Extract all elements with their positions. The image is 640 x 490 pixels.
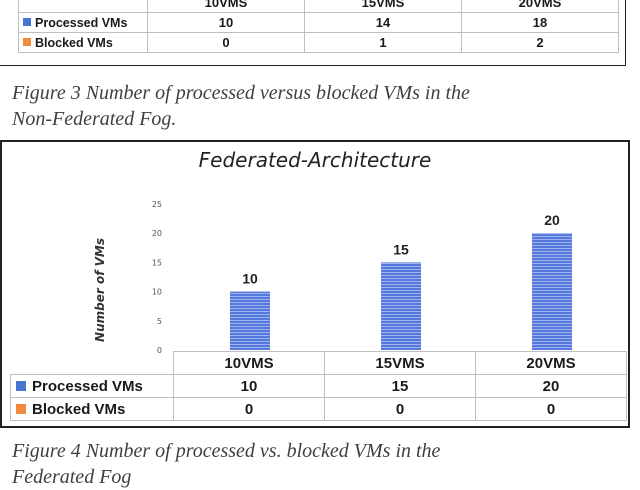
processed-legend-key: [16, 380, 26, 391]
table-header-row: 10VMS 15VMS 20VMS: [18, 0, 619, 13]
figure-4-caption: Figure 4 Number of processed vs. blocked…: [12, 438, 440, 490]
caption-line: Federated Fog: [12, 466, 132, 488]
column-header: 10VMS: [173, 351, 325, 375]
figure-3-chart-frame: [0, 0, 626, 66]
row-label: Processed VMs: [32, 377, 143, 395]
row-label: Processed VMs: [35, 15, 128, 30]
caption-line: Figure 3 Number of processed versus bloc…: [12, 82, 470, 104]
y-tick-label: 20: [152, 229, 162, 238]
y-tick-label: 0: [157, 346, 162, 355]
chart-title: Federated-Architecture: [198, 148, 432, 172]
table-cell: 2: [461, 32, 619, 53]
table-row: Processed VMs 10 15 20: [10, 374, 627, 398]
caption-line: Figure 4 Number of processed vs. blocked…: [12, 440, 441, 462]
bar-data-label: 15: [393, 241, 409, 257]
caption-line: Non-Federated Fog.: [12, 108, 177, 130]
bar-processed-15vms: [381, 262, 421, 350]
table-cell: 20: [475, 374, 627, 398]
table-cell: 0: [147, 32, 305, 53]
y-tick-label: 10: [152, 288, 162, 297]
y-tick-label: 25: [152, 200, 162, 209]
y-tick-label: 5: [157, 317, 162, 326]
table-cell: 1: [304, 32, 462, 53]
row-label: Blocked VMs: [35, 35, 113, 50]
figure-3-data-table: 10VMS 15VMS 20VMS Processed VMs 10 14 18…: [18, 0, 619, 53]
y-tick-label: 15: [152, 258, 162, 267]
bar-processed-10vms: [230, 291, 270, 350]
column-header: 20VMS: [475, 351, 627, 375]
figure-4-chart-frame: [0, 140, 630, 428]
figure-3-caption: Figure 3 Number of processed versus bloc…: [12, 80, 470, 132]
table-cell: 0: [475, 397, 627, 421]
table-cell: 10: [173, 374, 325, 398]
table-corner-cell: [10, 351, 174, 375]
table-row: Blocked VMs 0 1 2: [18, 32, 619, 53]
bar-data-label: 10: [242, 271, 258, 287]
figure-4-data-table: 10VMS 15VMS 20VMS Processed VMs 10 15 20…: [10, 351, 627, 421]
table-cell: 0: [324, 397, 476, 421]
table-cell: 0: [173, 397, 325, 421]
bar-processed-20vms: [532, 233, 572, 350]
blocked-legend-key: [23, 38, 31, 47]
blocked-legend-key: [16, 403, 26, 414]
table-row: Blocked VMs 0 0 0: [10, 397, 627, 421]
processed-legend-key: [23, 18, 31, 27]
table-header-row: 10VMS 15VMS 20VMS: [10, 351, 627, 375]
column-header: 15VMS: [324, 351, 476, 375]
y-axis-label: Number of VMs: [93, 238, 107, 342]
bar-data-label: 20: [544, 212, 560, 228]
table-cell: 15: [324, 374, 476, 398]
row-label: Blocked VMs: [32, 400, 126, 418]
